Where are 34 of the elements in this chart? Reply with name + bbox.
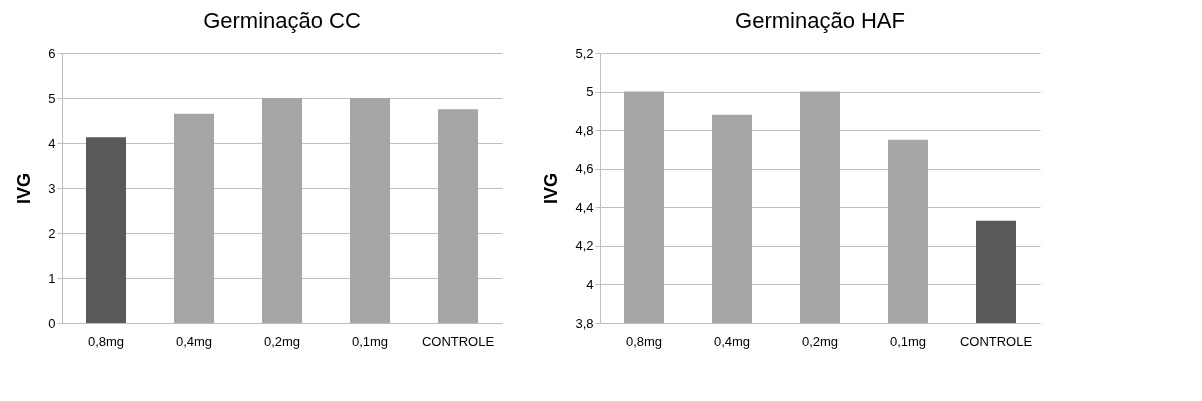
chart-title: Germinação HAF (735, 8, 905, 33)
x-tick-label: 0,2mg (801, 333, 839, 349)
x-tick-label: CONTROLE (421, 333, 495, 349)
x-tick-label: 0,4mg (175, 333, 213, 349)
y-tick-label: 5 (586, 84, 594, 100)
y-tick-label: 5 (48, 90, 56, 106)
y-tick-label: 4,6 (575, 161, 594, 177)
y-tick-label: 5,2 (575, 45, 594, 61)
y-tick-label: 4 (48, 135, 56, 151)
y-tick-label: 2 (48, 225, 56, 241)
x-tick-label: 0,4mg (713, 333, 751, 349)
x-tick-label: 0,8mg (625, 333, 663, 349)
y-tick-label: 0 (48, 315, 56, 331)
bar (262, 98, 302, 323)
y-tick-label: 3,8 (575, 315, 594, 331)
x-tick-label: 0,1mg (351, 333, 389, 349)
y-tick-label: 6 (48, 45, 56, 61)
y-axis-title: IVG (541, 172, 562, 205)
y-tick-label: 4,2 (575, 238, 594, 254)
y-axis-title: IVG (14, 172, 35, 205)
y-tick-label: 3 (48, 180, 56, 196)
bar (438, 109, 478, 323)
y-tick-label: 4,4 (575, 199, 594, 215)
bar (86, 137, 126, 323)
x-tick-label: CONTROLE (959, 333, 1033, 349)
x-tick-label: 0,8mg (87, 333, 125, 349)
x-tick-label: 0,2mg (263, 333, 301, 349)
chart-title: Germinação CC (203, 8, 361, 33)
x-tick-label: 0,1mg (889, 333, 927, 349)
y-tick-label: 4,8 (575, 122, 594, 138)
y-tick-label: 4 (586, 276, 594, 292)
y-tick-label: 1 (48, 270, 56, 286)
bar (350, 98, 390, 323)
bar (174, 113, 214, 323)
